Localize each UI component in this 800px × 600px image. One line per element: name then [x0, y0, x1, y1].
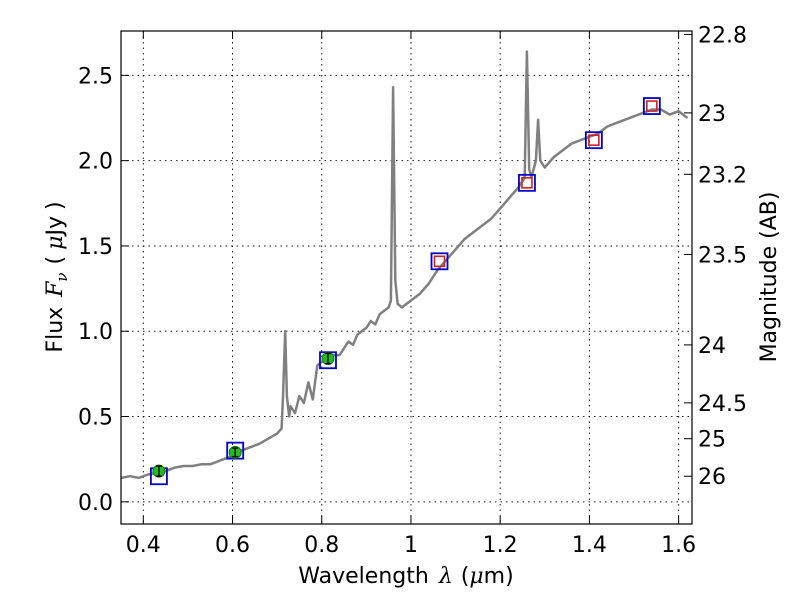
- x-label-text: Wavelength: [298, 564, 429, 589]
- y-tick-label: 2.0: [78, 150, 113, 175]
- x-tick-label: 0.6: [215, 533, 250, 558]
- right-tick-label: 26: [698, 465, 726, 490]
- y-label-text: Flux: [43, 307, 68, 353]
- x-tick-label: 0.4: [126, 533, 161, 558]
- right-tick-label: 24.5: [698, 392, 747, 417]
- plot-area: [121, 50, 689, 486]
- x-tick-label: 1: [404, 533, 418, 558]
- observed-square: [646, 100, 658, 112]
- y-label-unit-open: (: [43, 256, 68, 265]
- y-label-subscript: ν: [53, 272, 71, 281]
- x-tick-label: 1.4: [572, 533, 607, 558]
- y-label-unit-mu: μ: [43, 236, 68, 250]
- y-label-unit-rest: Jy: [43, 216, 68, 238]
- x-tick-label: 1.6: [661, 533, 696, 558]
- right-tick-label: 23: [698, 102, 726, 127]
- ticks: 0.4 0.6 0.8 1 1.2 1.4 1.6 0.0 0.5 1.0 1.5 2.0 2.5 22.…: [78, 23, 747, 558]
- x-label-unit-m: m: [484, 564, 505, 589]
- x-label-unit-mu: μ: [469, 564, 483, 589]
- observed-square: [433, 255, 446, 268]
- right-tick-label: 23.5: [698, 243, 747, 268]
- model-photometry-square: [430, 252, 449, 271]
- x-axis-label: Wavelength λ (μm): [298, 564, 513, 589]
- y-axis-label: Flux Fν ( μJy): [43, 201, 71, 352]
- spectrum-line: [121, 50, 689, 480]
- y-label-symbol: F: [43, 281, 68, 298]
- observed-square: [521, 177, 533, 189]
- y-tick-label: 1.5: [78, 235, 113, 260]
- right-tick-label: 25: [698, 428, 726, 453]
- model-photometry-square: [642, 97, 661, 115]
- right-tick-label: 23.2: [698, 163, 747, 188]
- y-tick-label: 1.0: [78, 320, 113, 345]
- model-photometry-square: [518, 173, 536, 192]
- x-label-symbol: λ: [438, 564, 453, 589]
- y-tick-label: 2.5: [78, 64, 113, 89]
- observed-square: [588, 134, 600, 146]
- x-label-unit-close: ): [505, 564, 514, 589]
- x-tick-label: 1.2: [483, 533, 518, 558]
- y-tick-label: 0.5: [78, 406, 113, 431]
- plot-frame: [120, 30, 693, 525]
- x-label-unit-open: (: [461, 564, 470, 589]
- x-tick-label: 0.8: [304, 533, 339, 558]
- right-axis-label: Magnitude (AB): [757, 192, 782, 363]
- right-tick-label: 22.8: [698, 23, 747, 48]
- right-tick-label: 24: [698, 334, 726, 359]
- model-photometry-square: [584, 131, 603, 150]
- y-label-unit-close: ): [43, 201, 68, 210]
- y-tick-label: 0.0: [78, 491, 113, 516]
